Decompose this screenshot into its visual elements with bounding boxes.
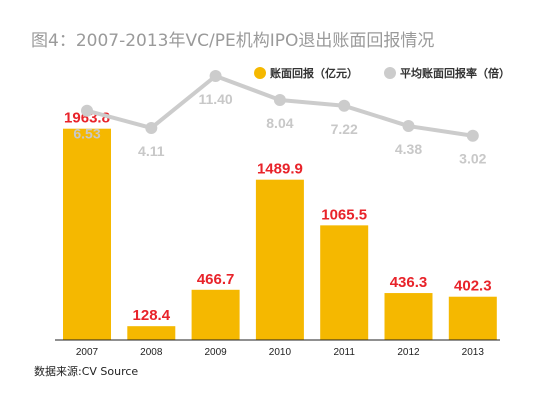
line-point-2009 — [209, 70, 222, 82]
bar-2009 — [191, 289, 240, 340]
line-point-2011 — [338, 99, 351, 112]
line-value-label-2007: 6.53 — [73, 126, 100, 142]
x-tick-label-2010: 2010 — [269, 347, 292, 358]
line-point-2013 — [466, 129, 479, 142]
bar-2012 — [384, 293, 433, 340]
line-point-2012 — [402, 120, 415, 133]
x-tick-label-2008: 2008 — [140, 347, 163, 358]
bar-value-label-2008: 128.4 — [133, 307, 171, 324]
legend-swatch-line — [384, 67, 396, 79]
bar-value-label-2011: 1065.5 — [321, 206, 367, 223]
bar-2010 — [255, 179, 304, 340]
bar-2008 — [127, 326, 176, 340]
legend-label-bar: 账面回报（亿元） — [270, 66, 358, 80]
bar-value-label-2012: 436.3 — [390, 274, 428, 291]
line-point-2007 — [81, 104, 93, 117]
line-value-label-2013: 3.02 — [459, 151, 486, 167]
line-series: 6.53 4.11 11.40 8.04 7.22 4.38 3.02 — [73, 70, 487, 167]
x-tick-label-2009: 2009 — [204, 347, 227, 358]
legend-label-line: 平均账面回报率（倍） — [400, 66, 510, 80]
line-value-label-2011: 7.22 — [331, 121, 358, 137]
line-value-label-2009: 11.40 — [198, 91, 232, 107]
x-tick-label-2013: 2013 — [462, 347, 485, 358]
bar-2011 — [320, 225, 369, 340]
legend-swatch-bar — [254, 67, 266, 79]
x-tick-label-2011: 2011 — [333, 347, 355, 358]
line-point-2010 — [273, 93, 286, 106]
line-point-2008 — [145, 121, 158, 134]
bar-2007 — [63, 128, 111, 340]
bar-value-label-2009: 466.7 — [197, 271, 235, 288]
legend: 账面回报（亿元） 平均账面回报率（倍） — [254, 66, 510, 80]
bar-value-label-2013: 402.3 — [454, 278, 492, 295]
x-axis-ticks: 2007 2008 2009 2010 2011 2012 2013 — [76, 347, 484, 358]
x-tick-label-2007: 2007 — [76, 347, 99, 358]
chart-title: 图4：2007-2013年VC/PE机构IPO退出账面回报情况 — [31, 31, 434, 51]
source-note: 数据来源:CV Source — [34, 364, 138, 378]
line-value-label-2010: 8.04 — [266, 115, 293, 131]
line-value-label-2012: 4.38 — [395, 141, 422, 157]
x-tick-label-2012: 2012 — [397, 347, 420, 358]
bar-value-label-2010: 1489.9 — [257, 161, 303, 178]
bar-2013 — [448, 296, 497, 340]
line-value-label-2008: 4.11 — [138, 143, 165, 159]
